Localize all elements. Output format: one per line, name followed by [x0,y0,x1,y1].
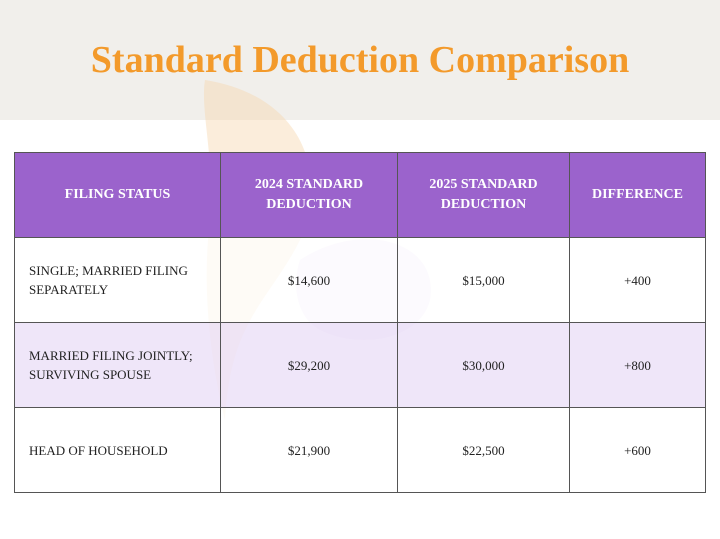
table-row: SINGLE; MARRIED FILING SEPARATELY $14,600… [14,237,706,323]
header-row: FILING STATUS 2024 STANDARD DEDUCTION 2025… [14,152,706,238]
value-cell: $15,000 [397,237,570,323]
column-header: 2024 STANDARD DEDUCTION [220,152,398,238]
header-band [0,0,720,120]
title: Standard Deduction Comparison [90,39,630,81]
value-cell: $30,000 [397,322,570,408]
value-cell: +800 [569,322,706,408]
column-header: FILING STATUS [14,152,221,238]
value-cell: $21,900 [220,407,398,493]
column-header: 2025 STANDARD DEDUCTION [397,152,570,238]
filing-status-cell: SINGLE; MARRIED FILING SEPARATELY [14,237,221,323]
table: FILING STATUS 2024 STANDARD DEDUCTION 2025… [14,152,706,493]
filing-status-cell: HEAD OF HOUSEHOLD [14,407,221,493]
value-cell: +400 [569,237,706,323]
table-row: HEAD OF HOUSEHOLD $21,900 $22,500 +600 [14,407,706,493]
value-cell: $14,600 [220,237,398,323]
table-row: MARRIED FILING JOINTLY; SURVIVING SPOUSE… [14,322,706,408]
table-body: SINGLE; MARRIED FILING SEPARATELY $14,600… [14,237,706,493]
value-cell: +600 [569,407,706,493]
value-cell: $22,500 [397,407,570,493]
column-header: DIFFERENCE [569,152,706,238]
value-cell: $29,200 [220,322,398,408]
filing-status-cell: MARRIED FILING JOINTLY; SURVIVING SPOUSE [14,322,221,408]
